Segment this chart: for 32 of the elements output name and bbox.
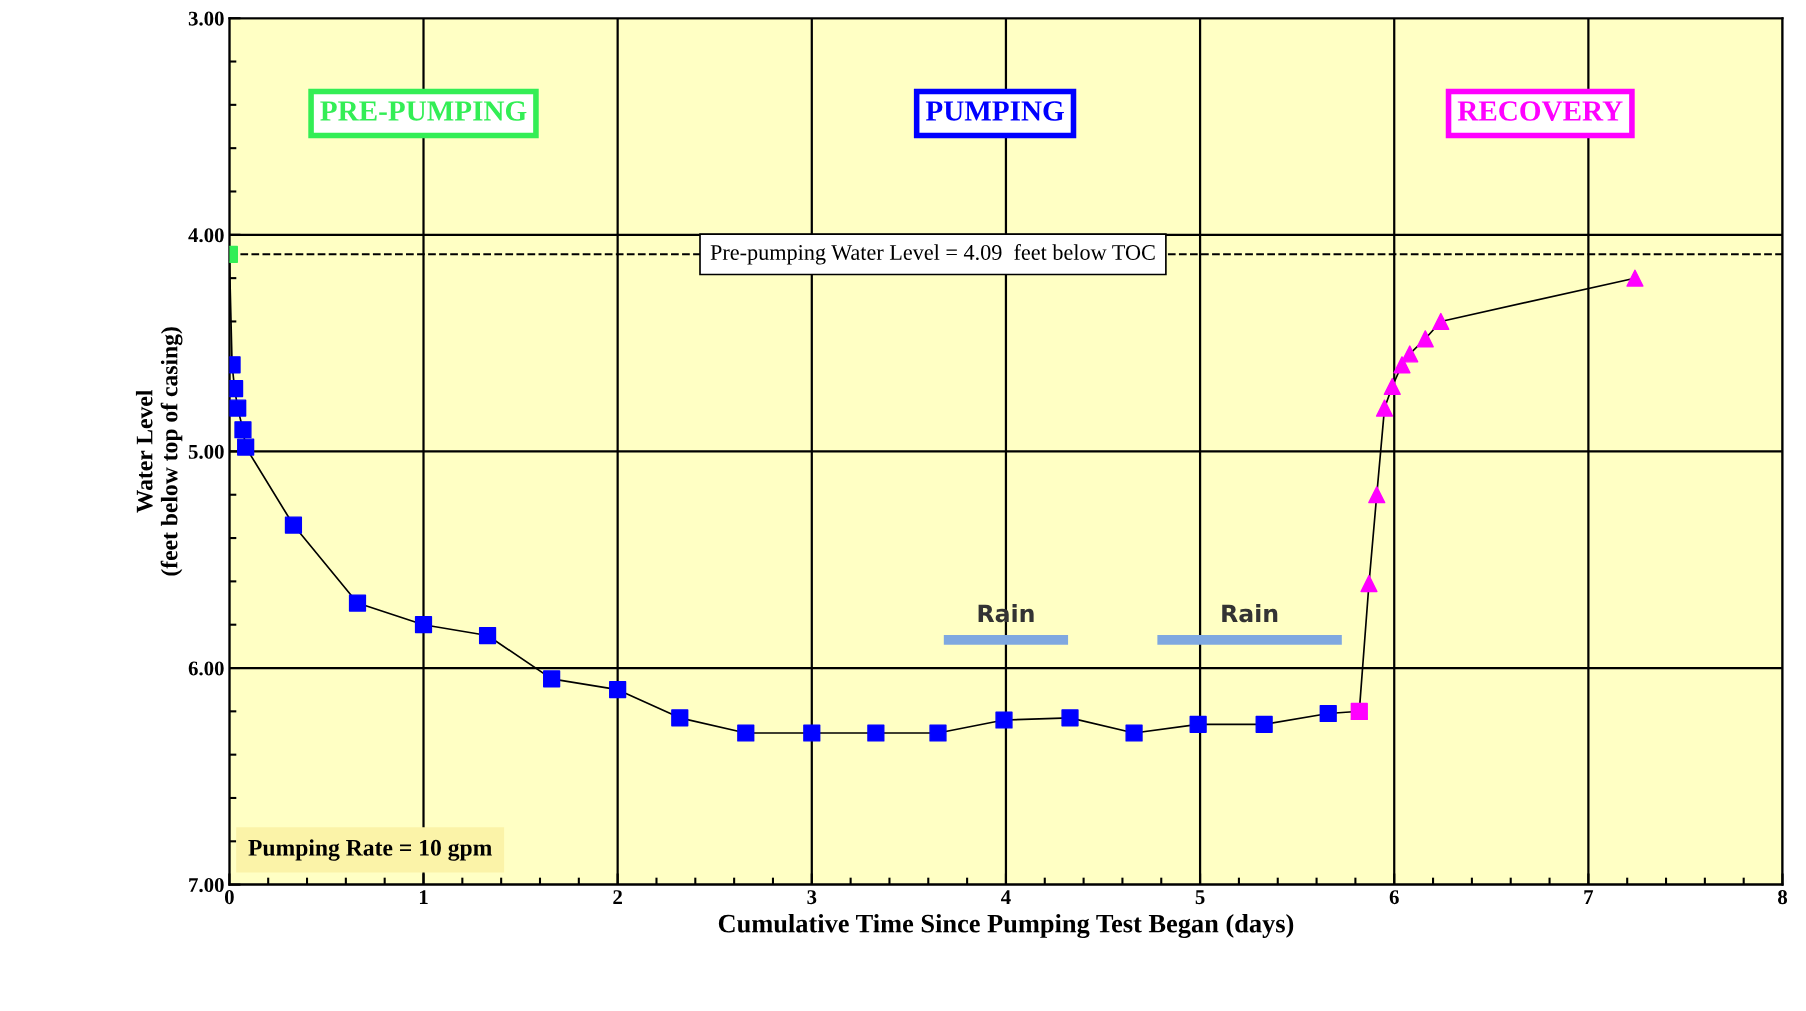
x-tick-label: 0 (224, 890, 234, 905)
point (229, 399, 247, 417)
y-tick-label: 4.00 (188, 228, 224, 243)
point (1626, 269, 1644, 287)
y-tick-label: 5.00 (188, 444, 224, 459)
point (1393, 356, 1411, 374)
y-tick-label: 6.00 (188, 661, 224, 676)
point (1416, 330, 1434, 348)
annotation: PRE-PUMPING (320, 101, 527, 121)
x-tick-label: 4 (1001, 890, 1011, 904)
annotation: Pumping Rate = 10 gpm (248, 839, 492, 861)
y-axis-title: Water Level (feet below top of casing) (135, 327, 183, 576)
x-axis-title: Cumulative Time Since Pumping Test Began (days) (718, 913, 1294, 939)
x-tick-label: 3 (807, 890, 817, 905)
series-label: Rain (1222, 604, 1278, 623)
annotation: RECOVERY (1457, 101, 1623, 121)
x-tick-label: 5 (1195, 890, 1205, 905)
y-tick-label: 3.00 (188, 11, 224, 26)
x-tick-label: 7 (1584, 890, 1594, 904)
point (1432, 312, 1450, 331)
x-tick-label: 8 (1778, 890, 1788, 905)
x-tick-label: 6 (1389, 890, 1399, 905)
point (1360, 574, 1378, 593)
point (1375, 399, 1394, 417)
point (1383, 377, 1401, 396)
y-tick-label: 7.00 (189, 878, 224, 893)
x-tick-label: 1 (419, 890, 428, 904)
annotation: PUMPING (925, 101, 1064, 121)
point (1401, 345, 1419, 363)
point (1368, 486, 1386, 504)
ref-line-label: Pre-pumping Water Level = 4.09 feet below TOC (710, 244, 1155, 265)
x-tick-label: 2 (613, 890, 622, 904)
